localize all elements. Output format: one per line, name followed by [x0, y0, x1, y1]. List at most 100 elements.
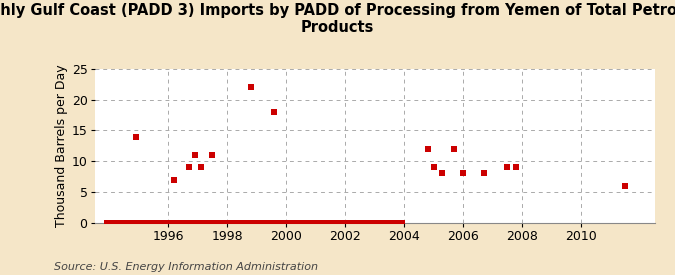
- Point: [123, 221, 134, 225]
- Point: [224, 221, 235, 225]
- Point: [222, 221, 233, 225]
- Point: [269, 110, 279, 114]
- Point: [345, 221, 356, 225]
- Point: [367, 221, 378, 225]
- Point: [264, 221, 275, 225]
- Point: [140, 221, 151, 225]
- Y-axis label: Thousand Barrels per Day: Thousand Barrels per Day: [55, 64, 68, 227]
- Point: [479, 171, 489, 176]
- Point: [173, 221, 184, 225]
- Point: [313, 221, 323, 225]
- Point: [110, 221, 121, 225]
- Point: [347, 221, 358, 225]
- Point: [143, 221, 154, 225]
- Point: [239, 221, 250, 225]
- Point: [354, 221, 365, 225]
- Point: [192, 221, 203, 225]
- Point: [190, 153, 200, 157]
- Point: [182, 221, 193, 225]
- Point: [146, 221, 157, 225]
- Point: [384, 221, 395, 225]
- Point: [298, 221, 308, 225]
- Point: [205, 221, 215, 225]
- Point: [269, 221, 279, 225]
- Point: [113, 221, 124, 225]
- Point: [305, 221, 316, 225]
- Point: [288, 221, 299, 225]
- Point: [335, 221, 346, 225]
- Point: [187, 221, 198, 225]
- Point: [217, 221, 227, 225]
- Point: [271, 221, 282, 225]
- Point: [396, 221, 407, 225]
- Point: [315, 221, 326, 225]
- Point: [276, 221, 287, 225]
- Point: [278, 221, 289, 225]
- Point: [234, 221, 245, 225]
- Point: [180, 221, 191, 225]
- Point: [369, 221, 380, 225]
- Point: [342, 221, 353, 225]
- Point: [207, 153, 218, 157]
- Point: [303, 221, 314, 225]
- Point: [128, 221, 138, 225]
- Point: [178, 221, 188, 225]
- Point: [155, 221, 166, 225]
- Point: [283, 221, 294, 225]
- Point: [136, 221, 146, 225]
- Point: [350, 221, 360, 225]
- Text: Monthly Gulf Coast (PADD 3) Imports by PADD of Processing from Yemen of Total Pe: Monthly Gulf Coast (PADD 3) Imports by P…: [0, 3, 675, 35]
- Point: [449, 147, 460, 151]
- Point: [386, 221, 397, 225]
- Point: [168, 221, 179, 225]
- Point: [620, 184, 630, 188]
- Point: [195, 165, 206, 169]
- Point: [300, 221, 311, 225]
- Point: [219, 221, 230, 225]
- Point: [105, 221, 116, 225]
- Point: [308, 221, 319, 225]
- Point: [256, 221, 267, 225]
- Point: [392, 221, 402, 225]
- Point: [293, 221, 304, 225]
- Point: [184, 165, 194, 169]
- Point: [165, 221, 176, 225]
- Point: [103, 221, 114, 225]
- Point: [120, 221, 131, 225]
- Point: [371, 221, 382, 225]
- Point: [381, 221, 392, 225]
- Point: [360, 221, 371, 225]
- Point: [101, 221, 112, 225]
- Point: [151, 221, 161, 225]
- Point: [197, 221, 208, 225]
- Point: [338, 221, 348, 225]
- Point: [362, 221, 373, 225]
- Point: [259, 221, 269, 225]
- Point: [115, 221, 126, 225]
- Point: [229, 221, 240, 225]
- Point: [246, 85, 256, 89]
- Point: [148, 221, 159, 225]
- Point: [138, 221, 149, 225]
- Point: [202, 221, 213, 225]
- Point: [332, 221, 343, 225]
- Point: [320, 221, 331, 225]
- Point: [374, 221, 385, 225]
- Point: [310, 221, 321, 225]
- Point: [379, 221, 389, 225]
- Point: [236, 221, 247, 225]
- Point: [327, 221, 338, 225]
- Point: [502, 165, 513, 169]
- Point: [190, 221, 200, 225]
- Point: [169, 177, 180, 182]
- Point: [227, 221, 238, 225]
- Point: [266, 221, 277, 225]
- Point: [200, 221, 211, 225]
- Point: [153, 221, 164, 225]
- Point: [212, 221, 223, 225]
- Point: [377, 221, 387, 225]
- Point: [296, 221, 306, 225]
- Point: [108, 221, 119, 225]
- Point: [244, 221, 254, 225]
- Point: [232, 221, 242, 225]
